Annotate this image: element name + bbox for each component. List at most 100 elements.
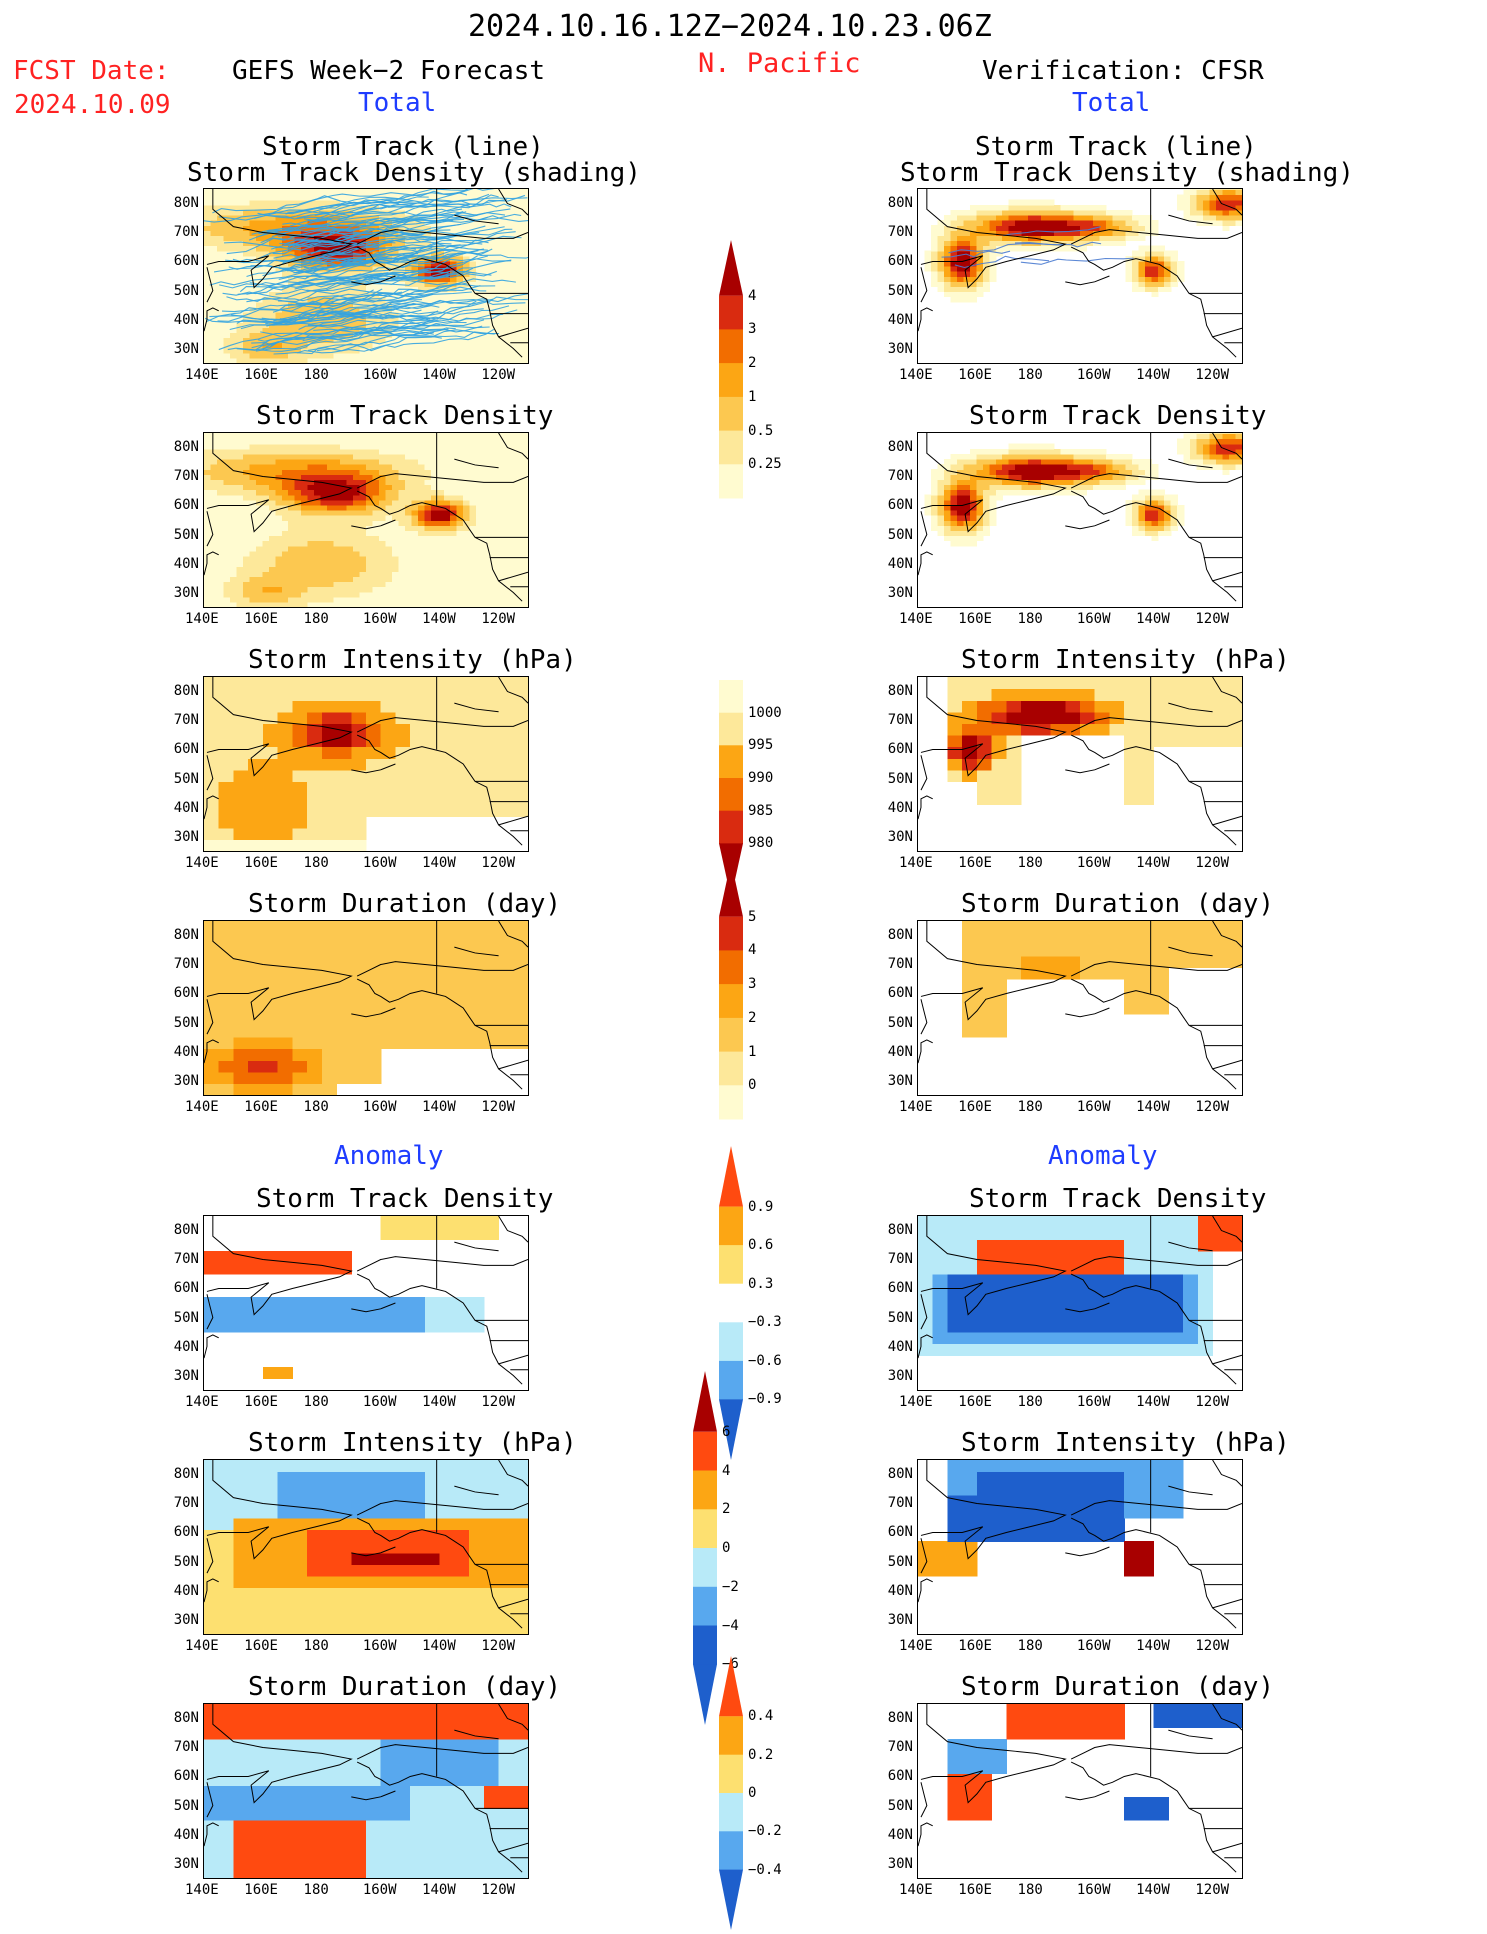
heatmap-cell <box>256 561 263 567</box>
heatmap-cell <box>292 758 307 770</box>
heatmap-cell <box>321 546 328 552</box>
heatmap-cell <box>398 439 405 445</box>
heatmap-cell <box>1002 449 1009 455</box>
heatmap-cell <box>308 439 315 445</box>
heatmap-cell <box>476 353 483 359</box>
heatmap-cell <box>204 556 211 562</box>
heatmap-cell <box>437 520 444 526</box>
heatmap-cell <box>522 281 528 287</box>
heatmap-cell <box>515 561 522 567</box>
heatmap-cell <box>236 454 243 460</box>
heatmap-cell <box>340 459 347 465</box>
heatmap-cell <box>989 510 996 516</box>
heatmap-cell <box>217 337 224 343</box>
heatmap-cell <box>398 433 405 439</box>
heatmap-cell <box>470 520 477 526</box>
heatmap-cell <box>1190 189 1197 195</box>
heatmap-cell <box>360 474 367 480</box>
heatmap-cell <box>1028 469 1035 475</box>
heatmap-cell <box>307 700 322 712</box>
heatmap-cell <box>509 592 516 598</box>
heatmap-cell <box>262 444 269 450</box>
heatmap-cell <box>385 449 392 455</box>
heatmap-cell <box>327 581 334 587</box>
heatmap-cell <box>314 530 321 536</box>
heatmap-cell <box>1080 215 1087 221</box>
heatmap-cell <box>515 332 522 338</box>
heatmap-cell <box>372 566 379 572</box>
heatmap-cell <box>379 515 386 521</box>
heatmap-cell <box>437 597 444 603</box>
heatmap-cell <box>236 536 243 542</box>
heatmap-cell <box>522 235 528 241</box>
heatmap-cell <box>204 479 211 485</box>
heatmap-cell <box>236 464 243 470</box>
heatmap-cell <box>366 551 373 557</box>
heatmap-cell <box>398 485 405 491</box>
heatmap-cell <box>334 469 341 475</box>
heatmap-cell <box>1177 261 1184 267</box>
heatmap-cell <box>308 505 315 511</box>
heatmap-cell <box>322 805 337 817</box>
heatmap-cell <box>301 474 308 480</box>
heatmap-cell <box>308 587 315 593</box>
heatmap-cell <box>444 490 451 496</box>
heatmap-cell <box>1074 205 1081 211</box>
heatmap-cell <box>249 332 256 338</box>
heatmap-cell <box>340 561 347 567</box>
heatmap-cell <box>1086 205 1093 211</box>
heatmap-cell <box>1132 525 1139 531</box>
heatmap-cell <box>944 485 951 491</box>
heatmap-cell <box>327 536 334 542</box>
heatmap-cell <box>301 541 308 547</box>
heatmap-cell <box>301 561 308 567</box>
heatmap-cell <box>470 469 477 475</box>
heatmap-cell <box>334 358 341 363</box>
heatmap-cell <box>295 449 302 455</box>
heatmap-cell <box>1074 454 1081 460</box>
heatmap-cell <box>418 541 425 547</box>
heatmap-cell <box>405 439 412 445</box>
heatmap-cell <box>515 530 522 536</box>
heatmap-cell <box>230 571 237 577</box>
heatmap-cell <box>476 444 483 450</box>
heatmap-cell <box>418 490 425 496</box>
heatmap-cell <box>236 449 243 455</box>
heatmap-cell <box>963 459 970 465</box>
heatmap-cell <box>1177 449 1184 455</box>
heatmap-cell <box>372 485 379 491</box>
heatmap-cell <box>444 525 451 531</box>
heatmap-cell <box>230 449 237 455</box>
heatmap-cell <box>483 510 490 516</box>
heatmap-cell <box>210 348 217 354</box>
heatmap-cell <box>1067 210 1074 216</box>
heatmap-cell <box>496 587 503 593</box>
heatmap-cell <box>379 358 386 363</box>
heatmap-cell <box>204 592 211 598</box>
heatmap-cell <box>522 433 528 434</box>
heatmap-cell <box>275 189 282 195</box>
heatmap-cell <box>444 459 451 465</box>
heatmap-cell <box>392 433 399 439</box>
heatmap-cell <box>463 551 470 557</box>
heatmap-cell <box>1203 195 1210 201</box>
heatmap-cell <box>1151 525 1158 531</box>
heatmap-cell <box>489 510 496 516</box>
heatmap-cell <box>405 566 412 572</box>
heatmap-cell <box>411 541 418 547</box>
heatmap-cell <box>269 439 276 445</box>
heatmap-cell <box>275 433 282 439</box>
heatmap-cell <box>983 256 990 262</box>
heatmap-cell <box>989 469 996 475</box>
heatmap-cell <box>1074 469 1081 475</box>
heatmap-cell <box>210 474 217 480</box>
heatmap-cell <box>248 723 263 735</box>
heatmap-cell <box>334 449 341 455</box>
heatmap-cell <box>398 556 405 562</box>
heatmap-cell <box>509 433 516 434</box>
heatmap-cell <box>1203 444 1210 450</box>
heatmap-cell <box>308 449 315 455</box>
heatmap-cell <box>476 358 483 363</box>
heatmap-cell <box>496 561 503 567</box>
heatmap-cell <box>340 536 347 542</box>
